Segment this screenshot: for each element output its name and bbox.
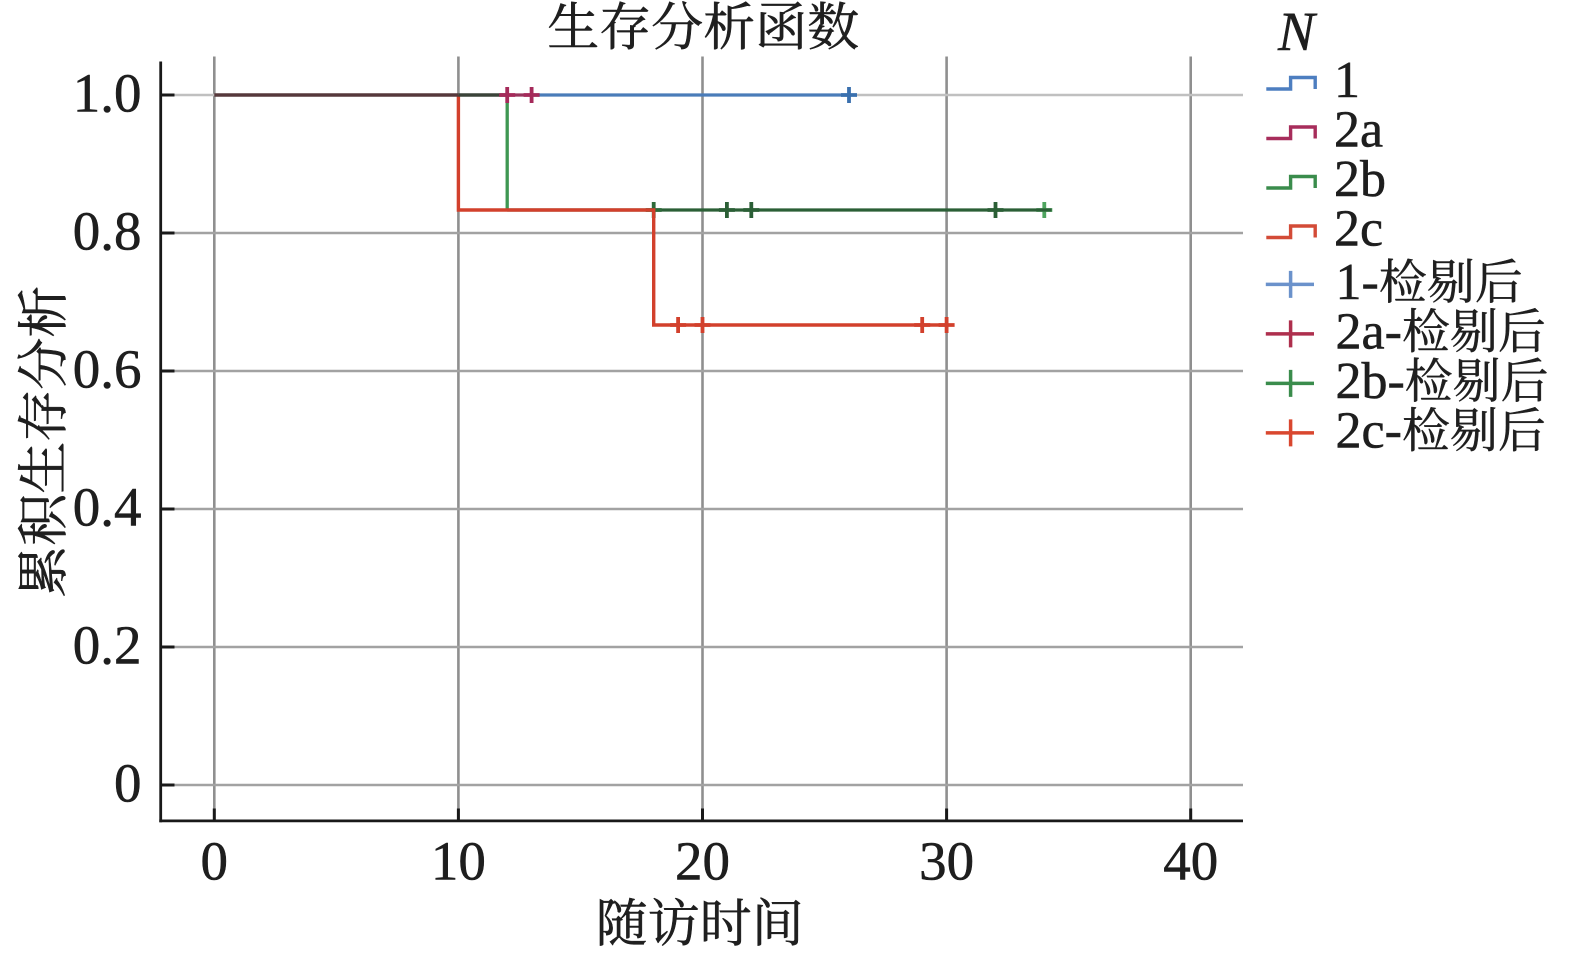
svg-text:30: 30	[919, 831, 974, 892]
svg-text:2a-: 2a-	[1336, 304, 1402, 361]
svg-text:0: 0	[201, 831, 229, 892]
svg-text:20: 20	[675, 831, 730, 892]
svg-text:1.0: 1.0	[73, 62, 142, 123]
svg-text:40: 40	[1163, 831, 1218, 892]
svg-text:0.6: 0.6	[73, 338, 142, 399]
svg-text:N: N	[1277, 1, 1318, 62]
svg-text:2b: 2b	[1334, 151, 1386, 208]
svg-text:2c: 2c	[1334, 201, 1383, 258]
svg-text:10: 10	[431, 831, 486, 892]
svg-text:1-: 1-	[1336, 254, 1379, 311]
svg-text:2c-: 2c-	[1336, 403, 1402, 460]
svg-text:0.2: 0.2	[73, 614, 142, 675]
svg-text:2b-: 2b-	[1336, 353, 1405, 410]
svg-text:0: 0	[114, 752, 142, 813]
svg-text:0.4: 0.4	[73, 476, 142, 537]
svg-text:2a: 2a	[1334, 102, 1383, 159]
svg-text:1: 1	[1334, 52, 1360, 109]
svg-text:0.8: 0.8	[73, 200, 142, 261]
